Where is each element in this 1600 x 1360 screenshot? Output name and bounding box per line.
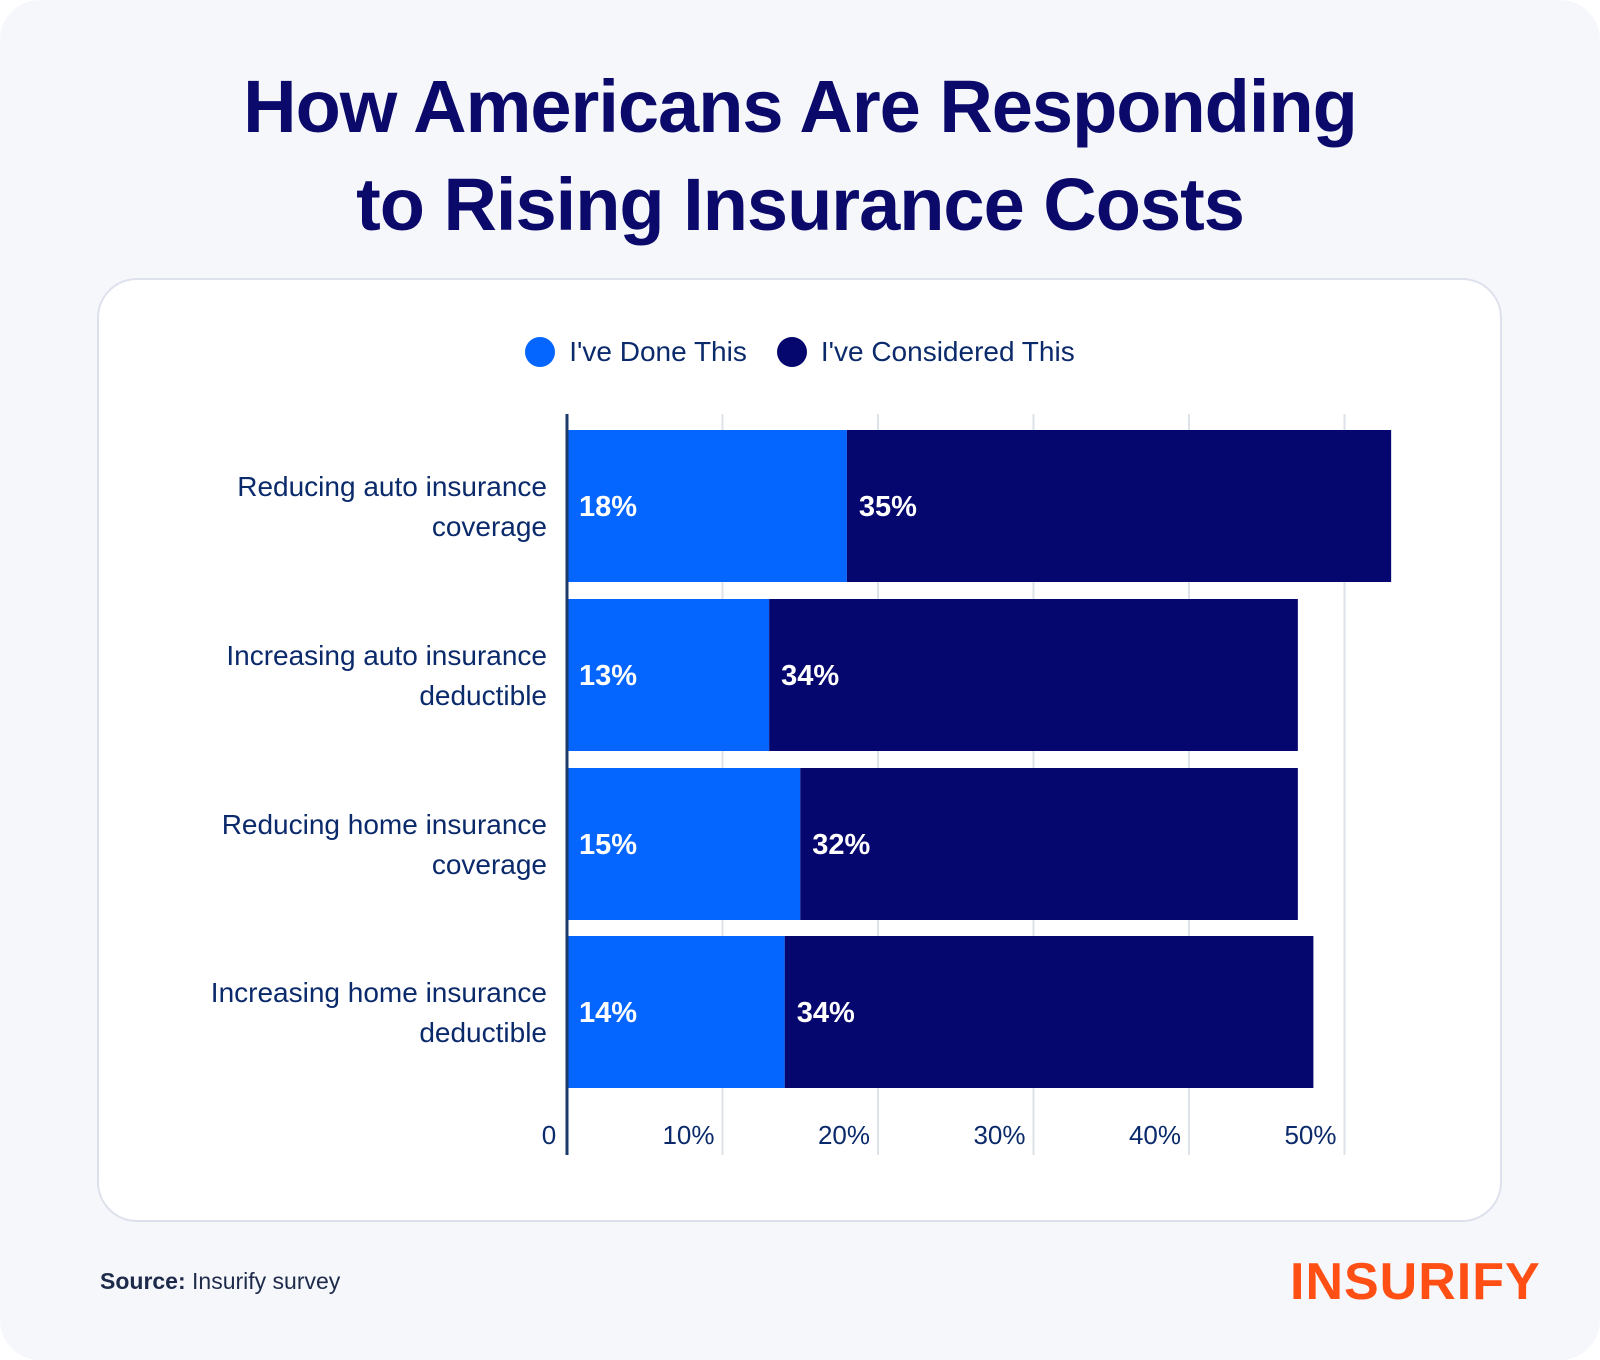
category-label: deductible xyxy=(419,1017,547,1048)
tick-label: 10% xyxy=(662,1120,714,1150)
bar-segment xyxy=(784,936,1314,1088)
tick-label: 20% xyxy=(818,1120,870,1150)
bar-segment xyxy=(800,768,1298,920)
data-label: 13% xyxy=(579,660,637,692)
legend: I've Done This I've Considered This xyxy=(0,336,1600,368)
title-line-2: to Rising Insurance Costs xyxy=(356,163,1245,246)
category-label: Increasing auto insurance xyxy=(226,640,547,671)
data-label: 34% xyxy=(797,997,855,1029)
bar-segment xyxy=(567,599,770,751)
legend-item-considered: I've Considered This xyxy=(776,336,1075,368)
bar-segment xyxy=(567,430,847,582)
category-label: Reducing auto insurance xyxy=(237,471,547,502)
category-label: coverage xyxy=(432,849,547,880)
tick-label: 0 xyxy=(542,1120,556,1150)
tick-label: 50% xyxy=(1284,1120,1336,1150)
page-title: How Americans Are Responding to Rising I… xyxy=(0,58,1600,254)
legend-label-considered: I've Considered This xyxy=(820,336,1075,367)
insurify-logo: INSURIFY xyxy=(1290,1253,1541,1311)
legend-label-done: I've Done This xyxy=(569,336,747,367)
data-label: 32% xyxy=(812,829,870,861)
data-label: 18% xyxy=(579,491,637,523)
bar-segment xyxy=(567,768,801,920)
category-label: deductible xyxy=(419,680,547,711)
data-label: 35% xyxy=(859,491,917,523)
source-label: Source: xyxy=(100,1268,186,1294)
source-note: Source: Insurify survey xyxy=(100,1268,340,1295)
legend-swatch-considered xyxy=(776,337,807,367)
category-label: Increasing home insurance xyxy=(211,977,547,1008)
data-label: 34% xyxy=(781,660,839,692)
tick-label: 40% xyxy=(1129,1120,1181,1150)
title-line-1: How Americans Are Responding xyxy=(243,65,1358,148)
bar-segment xyxy=(846,430,1392,582)
legend-item-done: I've Done This xyxy=(525,336,747,368)
source-text: Insurify survey xyxy=(192,1268,341,1294)
data-label: 15% xyxy=(579,829,637,861)
bar-segment xyxy=(567,936,785,1088)
category-label: coverage xyxy=(432,511,547,542)
category-label: Reducing home insurance xyxy=(222,809,547,840)
legend-swatch-done xyxy=(525,337,556,367)
data-label: 14% xyxy=(579,997,637,1029)
tick-label: 30% xyxy=(973,1120,1025,1150)
bar-segment xyxy=(769,599,1298,751)
